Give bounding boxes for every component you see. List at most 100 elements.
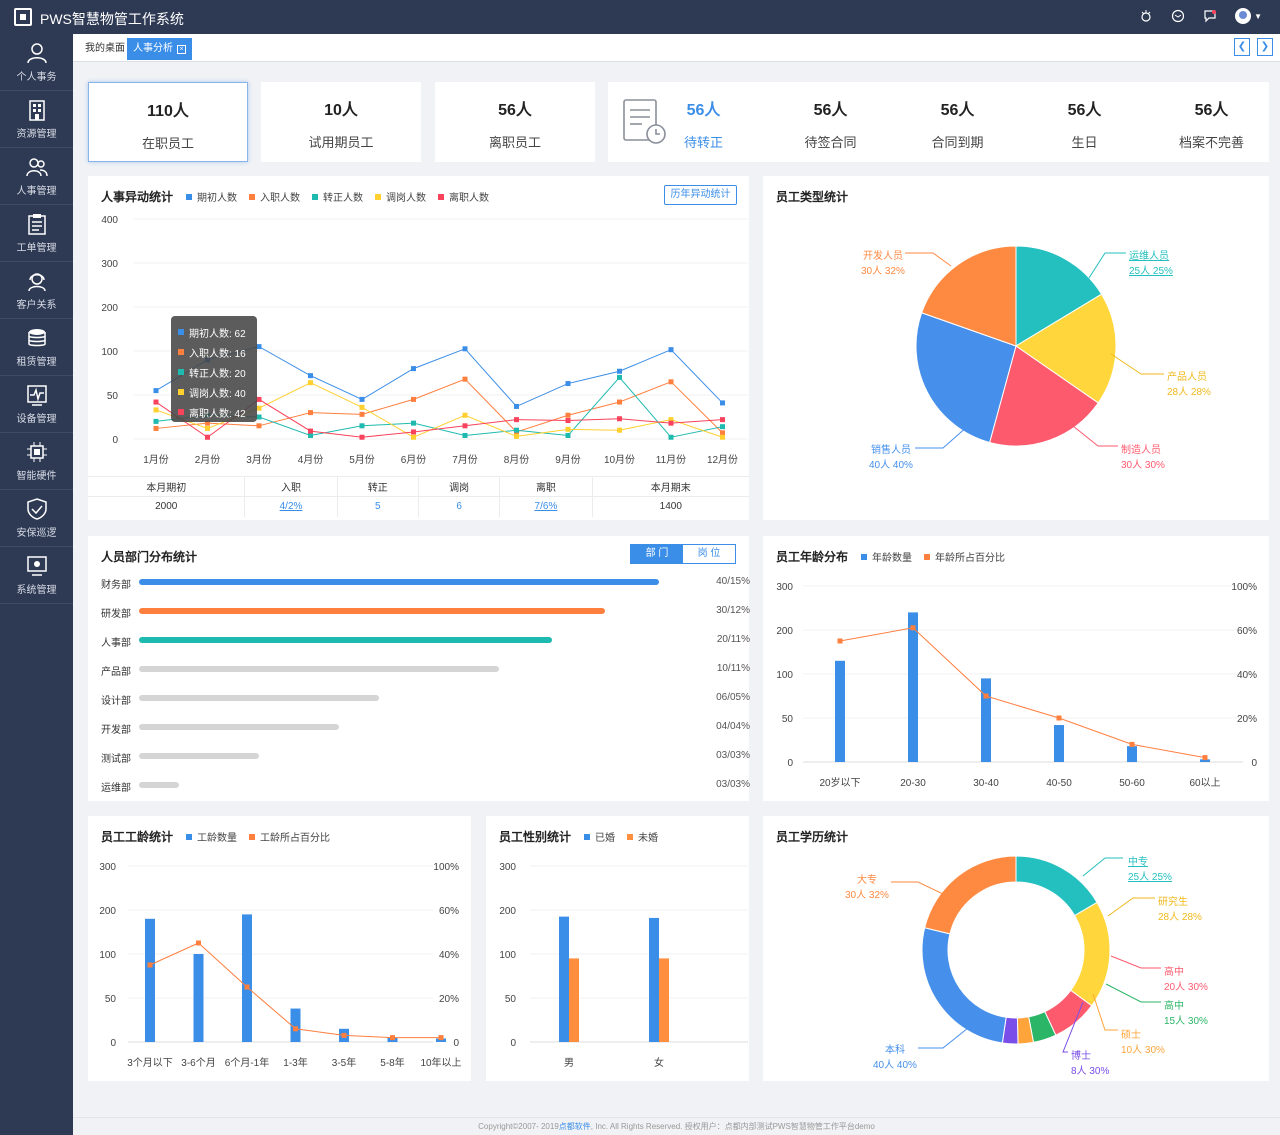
leader-line [1072, 425, 1118, 447]
table-cell: 1400 [592, 496, 749, 517]
data-point [668, 379, 674, 385]
data-point [359, 411, 365, 417]
bar [981, 678, 991, 762]
toggle-position[interactable]: 岗 位 [697, 548, 721, 559]
stat-pending-regular[interactable]: 56人 待转正 [640, 82, 767, 162]
stat-incomplete-file[interactable]: 56人 档案不完善 [1148, 82, 1275, 162]
pie-label-value: 28人 28% [1167, 387, 1211, 398]
sidebar-item-security[interactable]: 安保巡逻 [0, 490, 73, 547]
user-avatar[interactable] [1235, 8, 1252, 24]
pie-label: 开发人员 30人 32% [861, 247, 905, 277]
bar [559, 916, 569, 1042]
data-point [205, 434, 210, 440]
stat-contract-expiry[interactable]: 56人 合同到期 [894, 82, 1021, 162]
tab-hr-analysis[interactable]: 人事分析 × [127, 38, 192, 60]
donut-label: 博士 8人 30% [1071, 1047, 1109, 1077]
sidebar-item-hr[interactable]: 人事管理 [0, 148, 73, 205]
bar [1200, 759, 1210, 762]
legend-item[interactable]: 已婚 [584, 829, 615, 844]
tab-my-desktop[interactable]: 我的桌面 [85, 43, 125, 54]
legend-swatch [375, 193, 381, 200]
table-cell-link[interactable]: 4/2% [244, 496, 338, 517]
table-cell-link[interactable]: 7/6% [499, 496, 593, 517]
y-tick-label: 200 [776, 626, 793, 637]
sidebar-item-hardware[interactable]: 智能硬件 [0, 433, 73, 490]
pie-label-value: 30人 32% [861, 266, 905, 277]
table-cell-link[interactable]: 6 [418, 496, 501, 517]
data-point [205, 420, 210, 426]
legend-item[interactable]: 入职人数 [249, 189, 300, 204]
data-point [308, 380, 313, 386]
close-icon[interactable]: × [177, 45, 186, 54]
donut-label-name: 硕士 [1121, 1030, 1141, 1041]
y-tick-label: 300 [499, 862, 516, 873]
chat-icon[interactable] [1203, 9, 1217, 23]
legend-label: 入职人数 [260, 193, 300, 204]
donut-label-value: 8人 30% [1071, 1066, 1110, 1077]
pie-label-name: 产品人员 [1167, 372, 1207, 383]
stat-label: 在职员工 [141, 136, 194, 151]
message-icon[interactable] [1171, 9, 1185, 23]
sidebar-item-workorder[interactable]: 工单管理 [0, 205, 73, 262]
legend-item[interactable]: 离职人数 [438, 189, 489, 204]
sidebar-item-label: 个人事务 [16, 72, 57, 83]
footer-company-link[interactable]: 点都软件 [558, 1122, 591, 1131]
sidebar-item-personal[interactable]: 个人事务 [0, 34, 73, 91]
sidebar-item-customer[interactable]: 客户关系 [0, 262, 73, 319]
donut-label: 研究生 28人 28% [1158, 893, 1202, 923]
legend-label: 已婚 [595, 833, 615, 844]
stat-birthday[interactable]: 56人 生日 [1021, 82, 1148, 162]
legend-item[interactable]: 期初人数 [186, 189, 237, 204]
stat-card-probation[interactable]: 10人 试用期员工 [261, 82, 421, 162]
chevron-left-icon[interactable]: ❮ [1234, 38, 1250, 56]
legend-swatch [249, 193, 255, 200]
line-chart: 400 300 200 100 50 0 1月份 2月份 3月份 4月份 5月份 6月份 7月份 8月份 9… [101, 215, 748, 466]
bar [569, 958, 579, 1042]
legend-item[interactable]: 调岗人数 [375, 189, 426, 204]
data-point [720, 434, 725, 440]
chevron-down-icon[interactable]: ▼ [1254, 11, 1262, 21]
data-point [308, 432, 313, 438]
sidebar-item-lease[interactable]: 租赁管理 [0, 319, 73, 376]
legend-item[interactable]: 转正人数 [312, 189, 363, 204]
stat-label: 待签合同 [804, 135, 857, 150]
history-change-button[interactable]: 历年异动统计 [664, 185, 737, 205]
legend-item[interactable]: 年龄数量 [861, 549, 912, 564]
chart-title: 人员部门分布统计 [101, 550, 198, 564]
legend-item[interactable]: 工龄所占百分比 [249, 829, 330, 844]
data-point [720, 424, 725, 430]
table-cell-link[interactable]: 5 [337, 496, 419, 517]
clipboard-icon [27, 214, 46, 235]
sidebar-item-equipment[interactable]: 设备管理 [0, 376, 73, 433]
chevron-right-icon[interactable]: ❯ [1257, 38, 1273, 56]
donut-label-value: 25人 25% [1128, 872, 1172, 883]
gender-bar-chart: 300 200 100 50 0 男 女 [499, 862, 748, 1069]
legend-item[interactable]: 工龄数量 [186, 829, 237, 844]
legend-item[interactable]: 年龄所占百分比 [924, 549, 1005, 564]
donut-label: 本科 40人 40% [873, 1041, 917, 1071]
table-header: 转正 [337, 476, 419, 497]
legend-label: 离职人数 [449, 193, 489, 204]
x-tick-label: 2月份 [195, 454, 221, 466]
stat-card-resigned[interactable]: 56人 离职员工 [435, 82, 595, 162]
data-point [462, 432, 468, 438]
bug-icon[interactable] [1139, 9, 1153, 23]
stat-pending-contract[interactable]: 56人 待签合同 [767, 82, 894, 162]
dept-toggle: 部 门 岗 位 [630, 544, 736, 564]
tooltip-line: 离职人数: 42 [189, 408, 246, 420]
donut-label-name: 高中 [1164, 967, 1184, 978]
dept-bar [139, 637, 552, 643]
toggle-department[interactable]: 部 门 [631, 545, 683, 563]
sidebar-item-system[interactable]: 系统管理 [0, 547, 73, 604]
x-tick-label: 1月份 [143, 454, 169, 466]
bar [436, 1038, 446, 1042]
stat-card-active[interactable]: 110人 在职员工 [88, 82, 248, 162]
chart-title: 员工学历统计 [776, 830, 849, 844]
dept-name: 设计部 [101, 696, 131, 707]
data-point [390, 1035, 395, 1041]
sidebar-item-resources[interactable]: 资源管理 [0, 91, 73, 148]
data-point [359, 404, 365, 410]
donut-label-value: 28人 28% [1158, 912, 1202, 923]
sidebar-item-label: 租赁管理 [16, 357, 57, 368]
legend-item[interactable]: 未婚 [627, 829, 658, 844]
